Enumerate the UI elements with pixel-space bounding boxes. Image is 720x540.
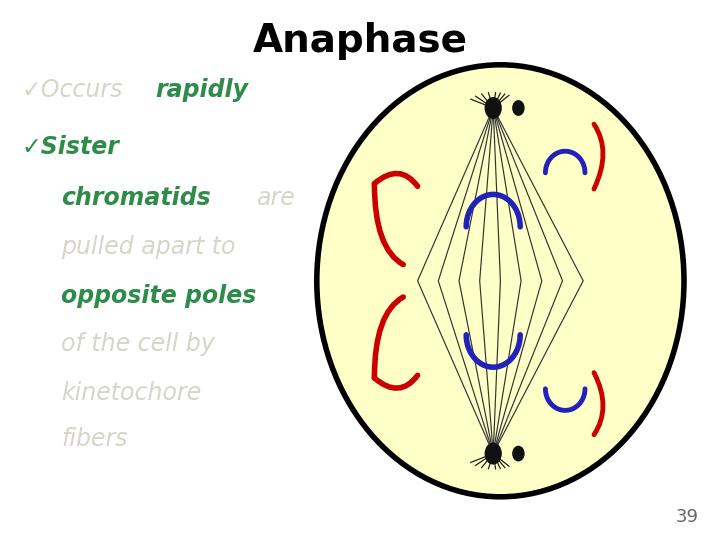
Text: are: are [256, 186, 294, 210]
Text: kinetochore: kinetochore [61, 381, 202, 404]
Text: Anaphase: Anaphase [253, 22, 467, 59]
Text: fibers: fibers [61, 427, 127, 450]
Ellipse shape [513, 101, 524, 115]
Text: 39: 39 [675, 509, 698, 526]
Ellipse shape [485, 98, 501, 118]
Ellipse shape [513, 447, 524, 461]
Text: of the cell by: of the cell by [61, 332, 215, 356]
Ellipse shape [317, 65, 684, 497]
Text: opposite poles: opposite poles [61, 284, 256, 307]
Text: ✓Sister: ✓Sister [22, 135, 120, 159]
Text: pulled apart to: pulled apart to [61, 235, 235, 259]
Text: chromatids: chromatids [61, 186, 211, 210]
Text: ✓Occurs: ✓Occurs [22, 78, 123, 102]
Ellipse shape [485, 443, 501, 464]
Text: rapidly: rapidly [155, 78, 248, 102]
